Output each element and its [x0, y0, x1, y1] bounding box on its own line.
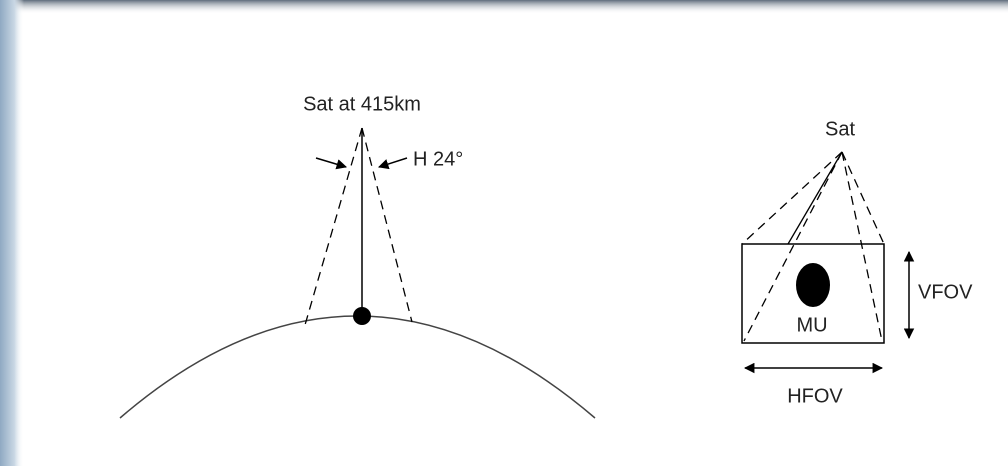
left-edge [0, 0, 24, 466]
angle-arrow [315, 157, 348, 170]
hfov-label: HFOV [787, 385, 843, 407]
mu-label: MU [796, 314, 827, 336]
fov-edge [361, 127, 413, 323]
satellite-label: Sat [825, 118, 855, 140]
angle-label: H 24° [413, 148, 463, 170]
fov-edge [304, 127, 363, 326]
vfov-label: VFOV [918, 281, 973, 303]
top-edge [0, 0, 1008, 14]
angle-arrow [378, 157, 408, 170]
fov-edge [741, 151, 843, 245]
fov-edge [841, 151, 883, 342]
mu-marker [796, 263, 830, 307]
fov-edge [841, 151, 885, 245]
earth-arc [119, 315, 596, 419]
ground-point [353, 307, 371, 325]
fov-rect [741, 243, 885, 344]
fov-edge [743, 151, 843, 342]
satellite-label: Sat at 415km [303, 93, 421, 115]
fov-edge [787, 151, 843, 245]
